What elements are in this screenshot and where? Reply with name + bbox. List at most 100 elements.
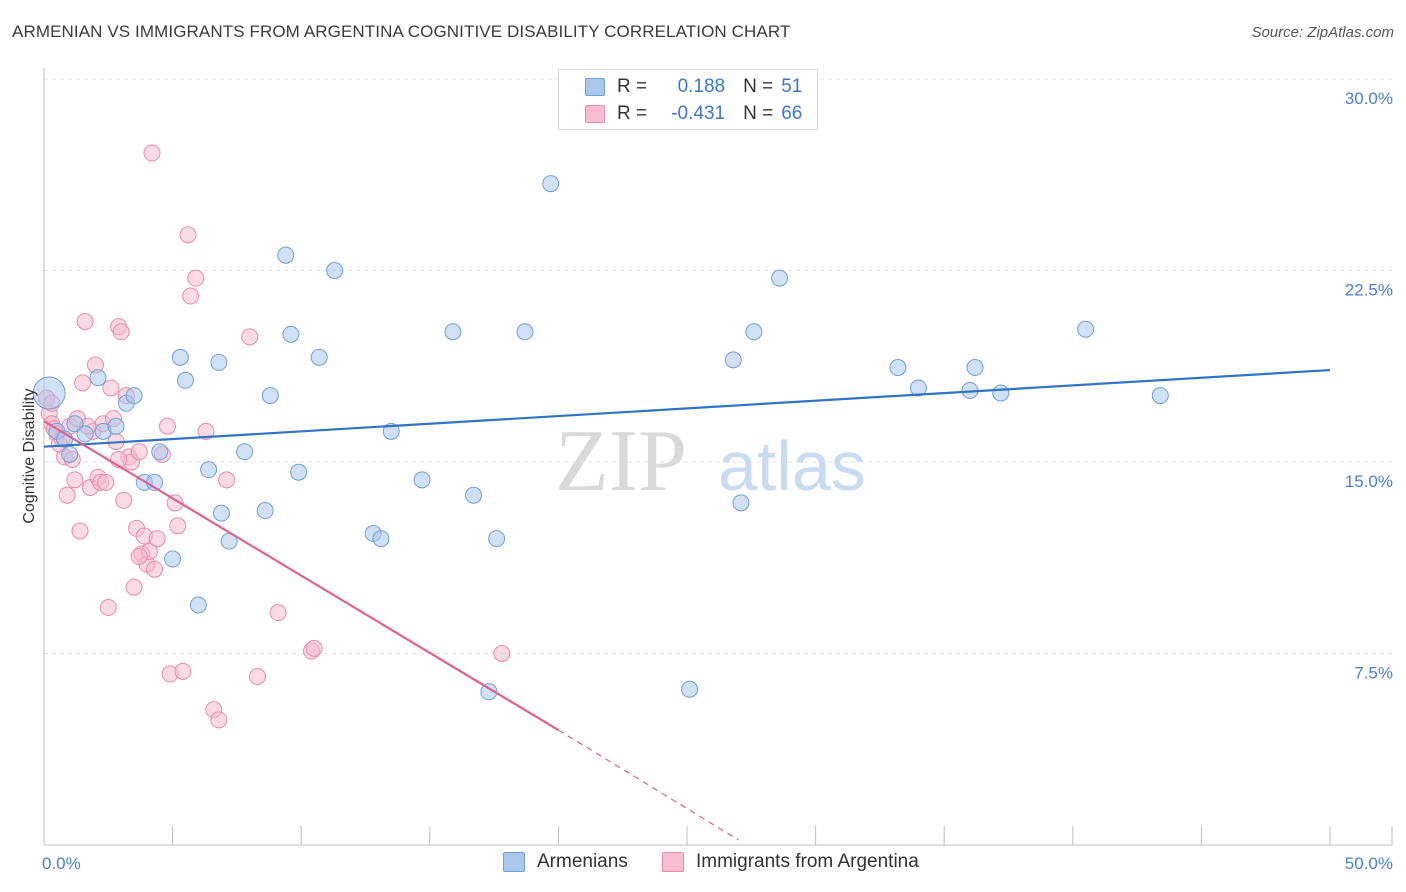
y-tick-label: 22.5%: [1345, 281, 1393, 300]
armenian-point: [732, 494, 750, 512]
y-tick-label: 15.0%: [1345, 472, 1393, 491]
argentina-point: [269, 604, 287, 622]
y-axis-label: Cognitive Disability: [21, 388, 38, 523]
armenian-point: [966, 359, 984, 377]
argentina-point: [115, 491, 133, 509]
bottom-legend-swatch-blue: [503, 852, 525, 872]
watermark: ZIP atlas: [555, 413, 866, 510]
x-tick-label: 50.0%: [1345, 854, 1393, 873]
argentina-point: [169, 517, 187, 535]
argentina-point: [125, 578, 143, 596]
argentina-point: [143, 144, 161, 162]
bottom-legend-swatch-pink: [662, 852, 684, 872]
legend-n-label: N =: [743, 103, 774, 124]
argentina-point: [179, 226, 197, 244]
armenian-point: [176, 371, 194, 389]
argentina-point: [102, 379, 120, 397]
armenian-point: [200, 461, 218, 479]
armenian-point: [992, 384, 1010, 402]
armenian-point: [771, 269, 789, 287]
armenian-point: [465, 486, 483, 504]
trendlines: [43, 368, 1331, 841]
argentina-point: [76, 313, 94, 331]
argentina-point: [248, 667, 266, 685]
argentina-trendline: [43, 420, 559, 732]
argentina-point: [166, 494, 184, 512]
argentina-point: [187, 269, 205, 287]
argentina-point: [130, 547, 148, 565]
armenian-point: [681, 680, 699, 698]
armenian-point: [236, 443, 254, 461]
armenian-point: [889, 359, 907, 377]
argentina-point: [130, 443, 148, 461]
armenian-point: [210, 353, 228, 371]
y-tick-label: 30.0%: [1345, 89, 1393, 108]
legend-n-value: 51: [781, 76, 803, 97]
watermark-zip: ZIP: [555, 413, 687, 510]
legend-swatch-blue: [585, 78, 605, 96]
armenian-point: [542, 175, 560, 193]
armenian-point: [745, 323, 763, 341]
argentina-point: [146, 560, 164, 578]
armenian-point: [413, 471, 431, 489]
armenian-point: [480, 683, 498, 701]
bottom-legend-armenians: Armenians: [503, 851, 628, 873]
legend-n-label: N =: [743, 76, 774, 97]
armenian-point: [282, 325, 300, 343]
argentina-point: [174, 662, 192, 680]
argentina-point: [305, 639, 323, 657]
axes: [43, 68, 1393, 846]
legend-row-armenians: R = 0.188 N = 51: [585, 74, 802, 100]
armenian-point: [372, 530, 390, 548]
armenian-point: [444, 323, 462, 341]
bottom-legend-label: Armenians: [537, 851, 628, 872]
argentina-point: [197, 422, 215, 440]
y-tick-label: 7.5%: [1354, 664, 1393, 683]
armenian-point: [89, 369, 107, 387]
argentina-point: [58, 486, 76, 504]
argentina-point: [158, 417, 176, 435]
armenian-point: [151, 443, 169, 461]
armenian-point: [256, 502, 274, 520]
armenian-point: [382, 422, 400, 440]
armenian-point: [1077, 320, 1095, 338]
bottom-legend-label: Immigrants from Argentina: [696, 851, 919, 872]
armenian-point: [277, 246, 295, 264]
x-tick-labels: 0.0% 50.0%: [42, 854, 1393, 873]
armenian-point: [326, 262, 344, 279]
argentina-point: [218, 471, 236, 489]
argentina-point: [66, 471, 84, 489]
armenian-point: [164, 550, 182, 568]
chart-title: ARMENIAN VS IMMIGRANTS FROM ARGENTINA CO…: [12, 22, 791, 41]
argentina-point: [182, 287, 200, 305]
argentina-point: [97, 473, 115, 491]
argentina-point: [148, 530, 166, 548]
legend-r-label: R =: [617, 76, 648, 97]
armenian-point: [488, 530, 506, 548]
argentina-trendline-extension: [558, 729, 739, 841]
armenian-point: [107, 417, 125, 435]
armenian-point: [290, 463, 308, 481]
armenian-point: [261, 387, 279, 405]
armenian-points: [32, 175, 1169, 701]
legend-swatch-pink: [585, 105, 605, 123]
armenian-point: [516, 323, 534, 341]
armenian-point: [310, 348, 328, 366]
stats-legend: R = 0.188 N = 51 R = -0.431 N = 66: [558, 69, 818, 130]
armenian-point: [1151, 387, 1169, 405]
argentina-point: [74, 374, 92, 392]
armenian-point: [909, 379, 927, 397]
y-tick-labels: 7.5% 15.0% 22.5% 30.0%: [1345, 89, 1393, 683]
legend-r-label: R =: [617, 103, 648, 124]
legend-row-argentina: R = -0.431 N = 66: [585, 101, 802, 127]
argentina-point: [210, 711, 228, 729]
argentina-points: [38, 144, 511, 729]
argentina-point: [99, 599, 117, 617]
armenian-point: [212, 504, 230, 522]
armenian-point: [171, 348, 189, 366]
source-label: Source: ZipAtlas.com: [1251, 24, 1394, 41]
armenian-point: [61, 445, 79, 463]
armenian-point: [32, 376, 66, 410]
argentina-point: [241, 328, 259, 346]
